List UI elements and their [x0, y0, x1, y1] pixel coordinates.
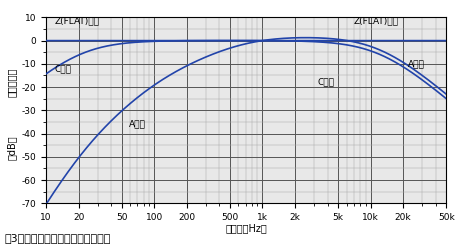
Text: レスポンス: レスポンス	[7, 68, 17, 97]
X-axis label: 周波数（Hz）: 周波数（Hz）	[225, 223, 266, 233]
Text: Z(FLAT)特性: Z(FLAT)特性	[55, 16, 99, 25]
Text: A特性: A特性	[407, 59, 424, 68]
Text: C特性: C特性	[55, 64, 72, 73]
Text: 図3　騒音計の周波数重み付け特性: 図3 騒音計の周波数重み付け特性	[5, 233, 111, 243]
Text: C特性: C特性	[316, 78, 333, 87]
Text: A特性: A特性	[129, 120, 145, 129]
Text: Z(FLAT)特性: Z(FLAT)特性	[353, 16, 398, 25]
Text: （dB）: （dB）	[7, 135, 17, 160]
